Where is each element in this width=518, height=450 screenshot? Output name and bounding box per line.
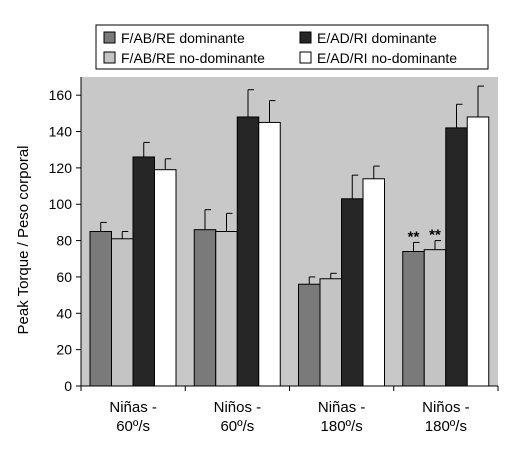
y-tick-label: 100 [49, 196, 73, 212]
legend-swatch [103, 51, 116, 64]
y-tick-label: 140 [49, 124, 73, 140]
bar [341, 198, 364, 387]
bar [298, 283, 321, 387]
legend-box [95, 24, 489, 70]
x-tick-label: Niños - [214, 399, 262, 416]
bar [319, 278, 342, 387]
legend-swatch [299, 51, 312, 64]
bar [111, 238, 134, 387]
x-tick-label: Niños - [422, 399, 470, 416]
bar [445, 127, 468, 387]
significance-marker: ** [429, 227, 441, 244]
legend-label: F/AB/RE no-dominante [121, 50, 265, 66]
legend-label: E/AD/RI dominante [317, 30, 437, 46]
bar [215, 231, 238, 387]
bar [258, 121, 281, 387]
x-tick-label: 60º/s [220, 418, 254, 435]
legend: F/AB/RE dominante F/AB/RE no-dominante E/A… [95, 24, 489, 70]
y-tick-label: 80 [56, 233, 72, 249]
y-axis-label: Peak Torque / Peso corporal [15, 145, 32, 334]
x-tick-label: 180º/s [425, 418, 467, 435]
y-tick-label: 160 [49, 87, 73, 103]
bar [236, 116, 260, 387]
legend-label: E/AD/RI no-dominante [317, 50, 457, 66]
bar [89, 231, 112, 387]
axes: 0 20 40 60 80 100 120 140 160 Niñas - 60º/s Niños -… [49, 77, 499, 435]
y-tick-label: 40 [56, 305, 72, 321]
bar [362, 178, 385, 387]
bar [193, 229, 217, 387]
bar [423, 249, 447, 387]
significance-marker: ** [408, 228, 420, 245]
legend-swatch [103, 31, 116, 44]
bar [154, 169, 177, 387]
x-tick-label: Niñas - [318, 399, 366, 416]
legend-label: F/AB/RE dominante [121, 30, 245, 46]
x-tick-label: 60º/s [116, 418, 150, 435]
bar [466, 116, 490, 387]
bar [402, 250, 425, 387]
legend-swatch [299, 31, 312, 44]
y-tick-label: 20 [56, 342, 72, 358]
y-tick-label: 60 [56, 269, 72, 285]
bar [132, 156, 155, 387]
x-tick-label: 180º/s [321, 418, 363, 435]
bars: ** ** [89, 85, 490, 387]
x-tick-label: Niñas - [109, 399, 157, 416]
y-tick-label: 0 [64, 378, 72, 394]
y-tick-label: 120 [49, 160, 73, 176]
